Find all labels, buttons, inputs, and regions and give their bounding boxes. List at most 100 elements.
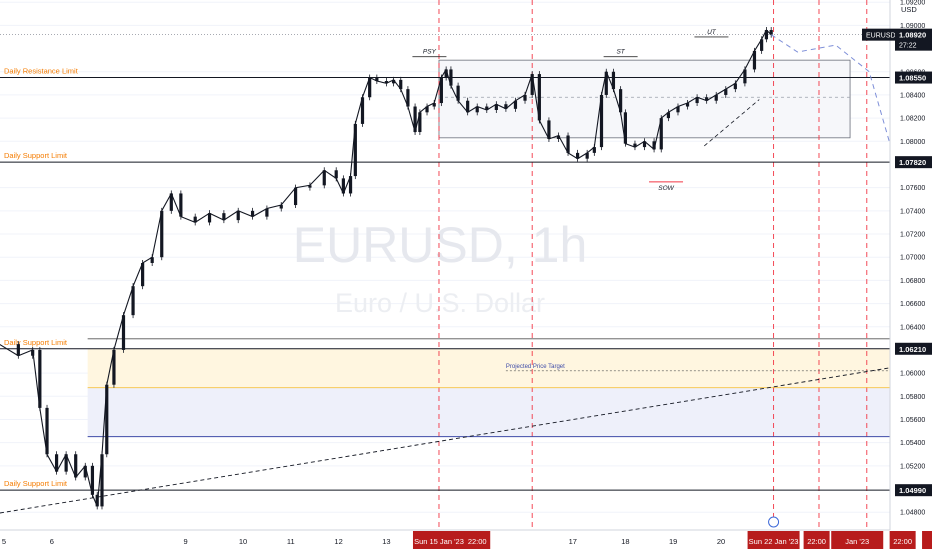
candle-body — [54, 454, 59, 472]
candle-body — [64, 454, 68, 472]
candle-body — [530, 74, 534, 95]
time-tick-label: 19 — [669, 537, 677, 546]
lower-zone — [87, 387, 932, 437]
price-tick-label: 1.05200 — [900, 463, 925, 470]
target-zone — [87, 348, 932, 388]
short-trendline — [704, 99, 760, 147]
currency-label: USD — [901, 5, 917, 14]
price-tick-label: 1.09200 — [900, 0, 925, 7]
time-tick-highlight — [464, 531, 491, 549]
current-price-tag — [895, 28, 932, 51]
candle-body — [150, 257, 154, 263]
price-tick-label: 1.07000 — [900, 255, 925, 262]
price-tick-label: 1.07600 — [900, 185, 925, 192]
candle-body — [112, 349, 116, 385]
candle-body — [425, 106, 429, 113]
candle-body — [449, 69, 453, 86]
projected-target-label: Projected Price Target — [506, 364, 565, 370]
price-tick-label: 1.08000 — [900, 139, 925, 146]
candle-body — [444, 69, 448, 78]
candle-body — [31, 349, 35, 356]
time-tick-highlight — [889, 531, 916, 549]
candle-body — [556, 135, 561, 139]
candle-body — [391, 79, 396, 84]
symbol-tag — [862, 28, 895, 41]
time-tick-label: Jan '23 — [845, 537, 869, 546]
candle-body — [131, 286, 135, 316]
price-tick-label: 1.08200 — [900, 116, 925, 123]
candle-body — [432, 103, 436, 107]
time-tick-label: 13 — [382, 537, 390, 546]
time-tick-highlight — [803, 531, 830, 549]
candle-body — [466, 100, 470, 113]
level-price-tag-text: 1.07820 — [899, 158, 926, 167]
candle-body — [100, 454, 104, 507]
annotation-label: PSY — [423, 49, 437, 56]
candle-body — [705, 97, 709, 101]
time-tick-label: 9 — [184, 537, 188, 546]
countdown-text: 27:22 — [899, 43, 917, 50]
candle-body — [45, 407, 49, 455]
level-label: Daily Support Limit — [4, 151, 68, 160]
candle-body — [504, 104, 508, 109]
time-tick-label: 20 — [717, 537, 725, 546]
candle-body — [334, 170, 338, 179]
price-tick-label: 1.06800 — [900, 278, 925, 285]
candle-body — [566, 135, 570, 153]
time-tick-highlight — [412, 531, 465, 549]
candle-body — [74, 454, 78, 478]
symbol-tag-text: EURUSD — [866, 33, 896, 40]
candle-body — [90, 465, 95, 495]
candle-body — [406, 89, 410, 107]
current-price-text: 1.08920 — [899, 31, 926, 40]
time-tick-label: 17 — [569, 537, 577, 546]
candle-body — [456, 85, 460, 101]
candle-body — [348, 176, 353, 194]
candle-body — [769, 30, 773, 35]
candle-body — [485, 106, 489, 110]
level-price-tag — [895, 484, 932, 497]
candle-body — [360, 97, 365, 124]
price-tick-label: 1.05800 — [900, 394, 925, 401]
candle-body — [16, 344, 20, 356]
watermark-name: Euro / U.S. Dollar — [335, 288, 545, 318]
level-price-tag — [895, 156, 932, 169]
candle-body — [652, 141, 656, 150]
price-tick-label: 1.08400 — [900, 92, 925, 99]
level-price-tag-text: 1.08550 — [899, 74, 926, 83]
time-tick-label: 22:00 — [807, 537, 826, 546]
time-tick-label: Sun 15 Jan '23 — [414, 537, 464, 546]
candle-body — [375, 77, 379, 82]
time-tick-highlight — [922, 531, 932, 549]
price-tick-label: 1.09000 — [900, 23, 925, 30]
time-tick-label: 22:00 — [468, 537, 487, 546]
candle-body — [293, 187, 298, 206]
candle-body — [604, 71, 608, 95]
candle-body — [236, 210, 240, 221]
candle-body — [619, 89, 623, 113]
candle-body — [105, 384, 109, 455]
candle-body — [141, 263, 145, 287]
event-lightning-icon[interactable] — [768, 516, 780, 528]
level-label: Daily Support Limit — [4, 338, 68, 347]
candle-body — [743, 69, 747, 84]
candle-body — [160, 210, 164, 258]
level-price-tag — [895, 71, 932, 84]
time-tick-label: 5 — [2, 537, 6, 546]
candle-body — [418, 112, 422, 133]
candle-body — [623, 112, 627, 144]
level-price-tag-text: 1.06210 — [899, 345, 926, 354]
price-axis — [890, 0, 932, 550]
candle-body — [222, 213, 226, 221]
candle-body — [169, 193, 173, 211]
candle-body — [695, 97, 699, 104]
candle-body — [685, 103, 690, 107]
time-tick-label: 18 — [621, 537, 629, 546]
candle-body — [724, 89, 728, 95]
candle-body — [399, 79, 403, 90]
candle-body — [599, 94, 604, 148]
candle-body — [83, 465, 87, 478]
annotation-label: SOW — [658, 185, 674, 192]
time-tick-label: 22:00 — [893, 537, 912, 546]
